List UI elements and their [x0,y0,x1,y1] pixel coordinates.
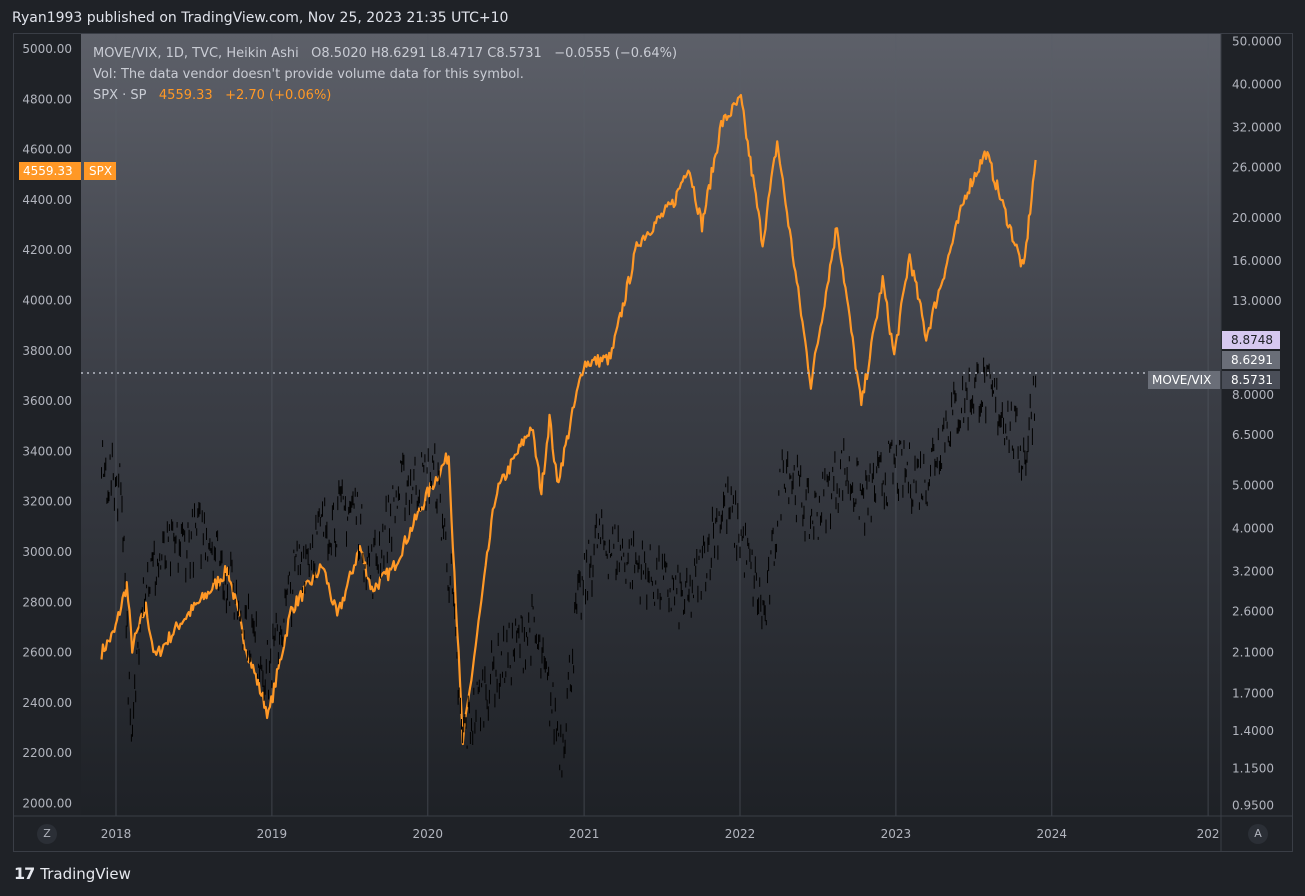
right-tick-label: 32.0000 [1232,121,1282,135]
plot-background [81,34,1221,816]
legend-change: −0.0555 (−0.64%) [554,46,678,61]
left-tick-label: 3200.00 [22,495,72,509]
legend-vol-note: Vol: The data vendor doesn't provide vol… [93,67,524,82]
right-tick-label: 1.1500 [1232,762,1274,776]
move-vix-name-label [1148,371,1220,389]
right-tick-label: 26.0000 [1232,161,1282,175]
legend-overlay-symbol[interactable]: SPX · SP [93,88,147,103]
right-tick-label: 16.0000 [1232,254,1282,268]
left-tick-label: 4600.00 [22,143,72,157]
x-tick-label: 2023 [881,827,912,841]
move-vix-mid-text: 8.6291 [1231,353,1273,367]
legend-overlay: SPX · SP 4559.33 +2.70 (+0.06%) [93,88,331,103]
move-vix-close-label [1222,371,1280,389]
move-vix-high-label [1222,331,1280,349]
legend-ohlc: O8.5020 H8.6291 L8.4717 C8.5731 [311,46,542,61]
left-tick-label: 5000.00 [22,42,72,56]
left-tick-label: 2600.00 [22,646,72,660]
right-tick-label: 13.0000 [1232,294,1282,308]
x-tick-label: 2024 [1037,827,1068,841]
spx-price-text: 4559.33 [23,164,73,178]
move-vix-candles[interactable] [101,357,1037,778]
spx-price-label [19,162,81,180]
x-tick-label: 2018 [101,827,132,841]
legend-symbol[interactable]: MOVE/VIX, 1D, TVC, Heikin Ashi [93,46,299,61]
move-vix-mid-label [1222,351,1280,369]
left-tick-label: 2400.00 [22,696,72,710]
left-tick-label: 3600.00 [22,394,72,408]
legend-overlay-value: 4559.33 [158,88,213,103]
right-tick-label: 0.9500 [1232,799,1274,813]
x-tick-label: 2020 [413,827,444,841]
right-tick-label: 50.0000 [1232,35,1282,49]
spx-name-text: SPX [89,164,112,178]
right-tick-label: 2.1000 [1232,646,1274,660]
move-vix-series[interactable] [101,357,1037,778]
left-tick-label: 4800.00 [22,92,72,106]
left-tick-label: 3400.00 [22,444,72,458]
left-tick-label: 3800.00 [22,344,72,358]
move-vix-close-text: 8.5731 [1231,373,1273,387]
x-tick-label: 2022 [725,827,756,841]
move-vix-name-text: MOVE/VIX [1152,373,1211,387]
legend-volume: Vol: The data vendor doesn't provide vol… [93,67,524,82]
auto-scale-button[interactable]: A [1248,824,1268,844]
tradingview-logo[interactable]: 17 TradingView [14,864,131,883]
left-tick-label: 4400.00 [22,193,72,207]
left-tick-label: 4000.00 [22,294,72,308]
left-axis[interactable]: 5000.00 4800.00 4600.00 4400.00 4200.00 4000.… [22,42,72,810]
right-tick-label: 20.0000 [1232,211,1282,225]
right-tick-label: 40.0000 [1232,78,1282,92]
publisher-line: Ryan1993 published on TradingView.com, N… [12,10,509,26]
left-tick-label: 2000.00 [22,796,72,810]
left-tick-label: 4200.00 [22,243,72,257]
zoom-reset-button[interactable]: Z [37,824,57,844]
left-tick-label: 3000.00 [22,545,72,559]
right-tick-label: 1.4000 [1232,724,1274,738]
right-tick-label: 2.6000 [1232,604,1274,618]
left-tick-label: 2800.00 [22,595,72,609]
spx-line-path[interactable] [100,93,1037,746]
spx-series[interactable] [100,93,1037,746]
right-tick-label: 6.5000 [1232,428,1274,442]
right-axis[interactable]: 50.0000 40.0000 32.0000 26.0000 20.0000 16.00… [1232,35,1282,813]
tradingview-logo-icon: 17 [14,864,35,883]
spx-name-label [84,162,116,180]
right-tick-label: 8.0000 [1232,388,1274,402]
legend-main: MOVE/VIX, 1D, TVC, Heikin Ashi O8.5020 H… [93,46,677,61]
x-tick-label: 2019 [257,827,288,841]
move-vix-high-text: 8.8748 [1231,333,1273,347]
x-tick-label: 202 [1197,827,1220,841]
right-tick-label: 4.0000 [1232,521,1274,535]
chart-frame [13,33,1293,852]
left-tick-label: 2200.00 [22,746,72,760]
right-tick-label: 1.7000 [1232,686,1274,700]
right-tick-label: 5.0000 [1232,478,1274,492]
right-tick-label: 3.2000 [1232,564,1274,578]
legend-overlay-change: +2.70 (+0.06%) [225,88,332,103]
time-axis[interactable]: 2018 2019 2020 2021 2022 2023 2024 202 [101,827,1220,841]
x-tick-label: 2021 [569,827,600,841]
tradingview-brand: TradingView [40,864,131,883]
